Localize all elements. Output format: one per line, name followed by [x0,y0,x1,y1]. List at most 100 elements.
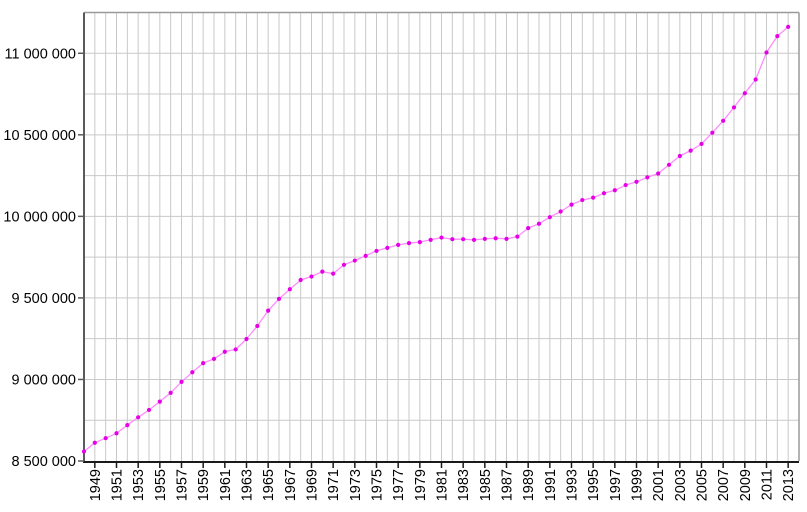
data-point [125,423,130,428]
data-point [374,248,379,254]
data-point [623,182,628,188]
data-point [688,148,693,153]
data-point [558,209,563,214]
data-point [179,379,184,385]
data-point [428,237,433,242]
data-point [536,221,542,226]
data-point [136,415,141,420]
x-tick-label: 1997 [608,469,624,501]
x-tick-label: 1973 [348,469,364,501]
data-point [396,242,401,248]
data-point [276,296,282,301]
x-tick-labels: 1949 1951 1953 1955 1957 1959 1961 1963 1965 1967… [88,469,797,501]
data-point [352,258,357,263]
data-point [504,236,509,241]
x-tick-label: 1989 [521,469,537,501]
x-tick-label: 1971 [326,469,342,501]
data-point [222,349,227,354]
data-point [320,269,325,274]
y-tick-label: 10 500 000 [3,128,76,144]
data-point [298,277,303,283]
data-point [255,323,260,329]
data-point [764,50,769,55]
data-point [417,240,422,245]
axes [83,12,799,463]
x-tick-label: 1993 [565,469,581,501]
y-tick-label: 9 500 000 [11,291,76,307]
data-point [190,370,195,375]
tick-marks [78,52,789,468]
x-tick-label: 1995 [586,469,602,501]
plot-frame [84,11,800,461]
x-tick-label: 1959 [196,469,212,501]
data-point [612,188,617,193]
data-point [244,336,249,342]
data-point [406,241,412,246]
x-tick-label: 1955 [153,469,169,501]
x-tick-label: 1957 [175,469,191,501]
data-point [742,91,747,96]
data-point [482,236,487,241]
data-point [515,234,520,239]
data-point [786,24,791,29]
data-point [385,245,390,250]
data-point [569,202,574,207]
x-tick-label: 1969 [305,469,321,501]
x-tick-label: 2005 [695,469,711,501]
x-tick-label: 2007 [716,469,732,501]
x-tick-label: 1961 [218,469,234,501]
data-point [363,253,368,258]
data-point [634,179,639,184]
data-point [341,262,347,267]
data-point [168,390,173,395]
x-tick-label: 1981 [435,469,451,501]
data-point [721,118,726,123]
data-point [233,347,238,352]
data-point [710,130,715,135]
data-point [81,449,87,454]
x-tick-label: 2001 [651,469,667,501]
data-point [331,271,336,276]
data-point [731,105,737,110]
data-point [103,436,108,441]
series-line [83,26,789,453]
x-tick-label: 1949 [88,469,104,501]
data-point [211,356,217,362]
x-tick-label: 2003 [673,469,689,501]
data-point [601,191,607,196]
data-point [645,175,650,180]
data-point [309,274,314,279]
x-tick-label: 1979 [413,469,429,501]
x-tick-label: 1967 [283,469,299,501]
data-point [471,237,477,242]
y-tick-label: 10 000 000 [3,209,76,225]
x-tick-label: 1975 [370,469,386,501]
data-point [461,237,466,242]
data-point [493,236,498,241]
x-tick-label: 1953 [131,469,147,501]
data-point [547,215,552,220]
x-tick-label: 1977 [391,469,407,501]
data-point [114,431,119,436]
data-point [666,162,672,167]
data-point [450,237,455,242]
y-tick-label: 8 500 000 [11,454,76,470]
data-point [591,195,596,200]
x-tick-label: 2013 [781,469,797,501]
data-point [439,235,444,240]
y-tick-label: 9 000 000 [11,372,76,388]
x-tick-label: 2009 [738,469,754,501]
data-point [146,407,152,413]
data-point [753,77,758,82]
data-point [699,141,704,147]
data-point [157,399,162,404]
data-point [775,34,780,39]
y-tick-labels: 8 500 000 9 000 000 9 500 000 10 000 000 10 … [3,46,76,470]
data-point [287,287,292,292]
x-tick-label: 1999 [630,469,646,501]
y-tick-label: 11 000 000 [5,46,77,62]
data-point [526,226,531,231]
x-tick-label: 1951 [110,469,126,501]
population-trend-line [83,26,789,453]
